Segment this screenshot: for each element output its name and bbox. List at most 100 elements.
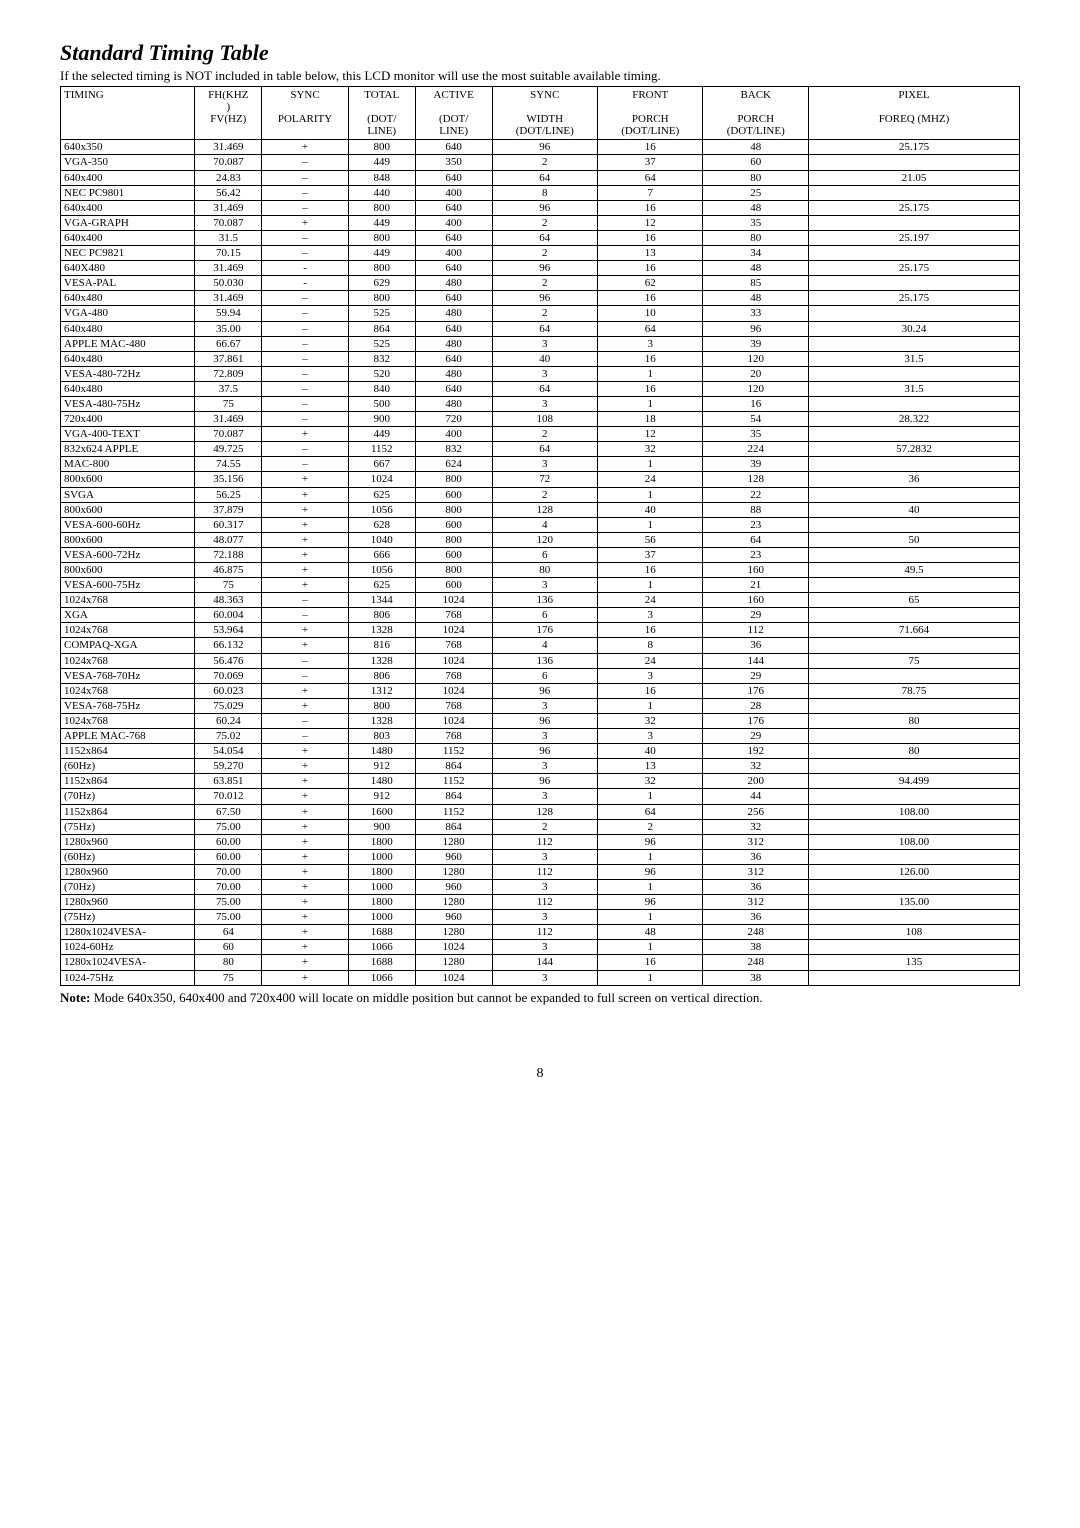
table-cell: 1000	[348, 910, 415, 925]
table-cell: 37	[598, 155, 703, 170]
table-cell: 48.077	[195, 532, 262, 547]
table-cell	[808, 638, 1019, 653]
column-header: SYNC POLARITY	[262, 87, 348, 140]
table-cell: –	[262, 366, 348, 381]
table-cell: 75	[808, 653, 1019, 668]
table-cell: 800	[348, 698, 415, 713]
table-cell: 800x600	[61, 563, 195, 578]
table-cell: 54	[703, 412, 808, 427]
table-cell: 800	[348, 200, 415, 215]
table-row: 800x60035.156+1024800722412836	[61, 472, 1020, 487]
table-cell: 1056	[348, 563, 415, 578]
table-cell: 1024-75Hz	[61, 970, 195, 985]
column-header: ACTIVE (DOT/LINE)	[415, 87, 492, 140]
table-cell: 70.00	[195, 879, 262, 894]
table-cell: 3	[492, 366, 597, 381]
table-cell: 70.087	[195, 155, 262, 170]
table-cell: +	[262, 925, 348, 940]
table-cell: 112	[492, 864, 597, 879]
table-cell: 16	[598, 230, 703, 245]
table-cell: 1480	[348, 744, 415, 759]
table-row: VESA-600-60Hz60.317+6286004123	[61, 517, 1020, 532]
table-cell: 44	[703, 789, 808, 804]
table-cell: 33	[703, 306, 808, 321]
table-cell: 1280	[415, 955, 492, 970]
table-cell: 625	[348, 487, 415, 502]
table-cell: 1152	[415, 774, 492, 789]
table-cell: NEC PC9801	[61, 185, 195, 200]
table-body: 640x35031.469+80064096164825.175VGA-3507…	[61, 140, 1020, 985]
table-cell: 63.851	[195, 774, 262, 789]
timing-table: TIMINGFH(KHZ)FV(HZ)SYNC POLARITYTOTAL (D…	[60, 86, 1020, 986]
table-cell: 60.00	[195, 849, 262, 864]
table-cell: 48	[703, 200, 808, 215]
table-cell: 40	[598, 502, 703, 517]
table-cell: 3	[492, 910, 597, 925]
table-cell: 108.00	[808, 834, 1019, 849]
table-cell: 3	[492, 457, 597, 472]
table-cell: –	[262, 729, 348, 744]
table-cell: 20	[703, 366, 808, 381]
table-cell: +	[262, 698, 348, 713]
table-cell: MAC-800	[61, 457, 195, 472]
table-cell: 640x480	[61, 381, 195, 396]
table-cell: 54.054	[195, 744, 262, 759]
table-row: VESA-480-72Hz72.809–5204803120	[61, 366, 1020, 381]
table-cell: 1280	[415, 895, 492, 910]
table-cell: +	[262, 789, 348, 804]
table-cell: COMPAQ-XGA	[61, 638, 195, 653]
table-cell: 525	[348, 306, 415, 321]
table-cell: 120	[703, 381, 808, 396]
table-cell	[808, 457, 1019, 472]
table-cell: 35	[703, 427, 808, 442]
table-cell: 960	[415, 879, 492, 894]
table-cell: 800	[348, 291, 415, 306]
table-cell: 832	[415, 442, 492, 457]
table-cell: 25.197	[808, 230, 1019, 245]
table-cell: 10	[598, 306, 703, 321]
table-row: 1280x96075.00+1800128011296312135.00	[61, 895, 1020, 910]
table-cell: 96	[492, 713, 597, 728]
table-cell: +	[262, 955, 348, 970]
table-row: 640x48037.861–832640401612031.5	[61, 351, 1020, 366]
table-cell: 50.030	[195, 276, 262, 291]
table-cell: 1	[598, 517, 703, 532]
table-row: 640x48035.00–86464064649630.24	[61, 321, 1020, 336]
table-cell: 3	[492, 789, 597, 804]
table-cell: 80	[808, 713, 1019, 728]
table-row: VGA-48059.94–52548021033	[61, 306, 1020, 321]
table-cell: +	[262, 759, 348, 774]
table-cell: 666	[348, 547, 415, 562]
table-cell: 1280	[415, 834, 492, 849]
table-cell: 1024x768	[61, 623, 195, 638]
table-cell: 80	[703, 170, 808, 185]
table-row: 720x40031.469–900720108185428.322	[61, 412, 1020, 427]
table-row: COMPAQ-XGA66.132+8167684836	[61, 638, 1020, 653]
table-cell: 13	[598, 246, 703, 261]
table-cell: 64	[598, 804, 703, 819]
table-cell: 64	[492, 230, 597, 245]
table-cell: 1152x864	[61, 774, 195, 789]
table-row: 1024x76856.476–132810241362414475	[61, 653, 1020, 668]
table-cell: 64	[598, 170, 703, 185]
table-cell: 864	[415, 759, 492, 774]
table-cell: 31.5	[195, 230, 262, 245]
table-cell: 112	[703, 623, 808, 638]
table-cell: +	[262, 834, 348, 849]
table-cell: 1280x1024VESA-	[61, 955, 195, 970]
table-cell: 96	[598, 864, 703, 879]
table-cell: 126.00	[808, 864, 1019, 879]
table-cell: 38	[703, 940, 808, 955]
table-cell: 3	[492, 759, 597, 774]
table-cell: –	[262, 200, 348, 215]
table-cell: 75	[195, 396, 262, 411]
table-cell: 640	[415, 200, 492, 215]
table-cell: 3	[492, 849, 597, 864]
table-cell: 135	[808, 955, 1019, 970]
table-cell: 108.00	[808, 804, 1019, 819]
table-cell: 640	[415, 261, 492, 276]
table-cell: 667	[348, 457, 415, 472]
table-row: VGA-GRAPH70.087+44940021235	[61, 215, 1020, 230]
table-row: XGA60.004–8067686329	[61, 608, 1020, 623]
table-cell	[808, 185, 1019, 200]
